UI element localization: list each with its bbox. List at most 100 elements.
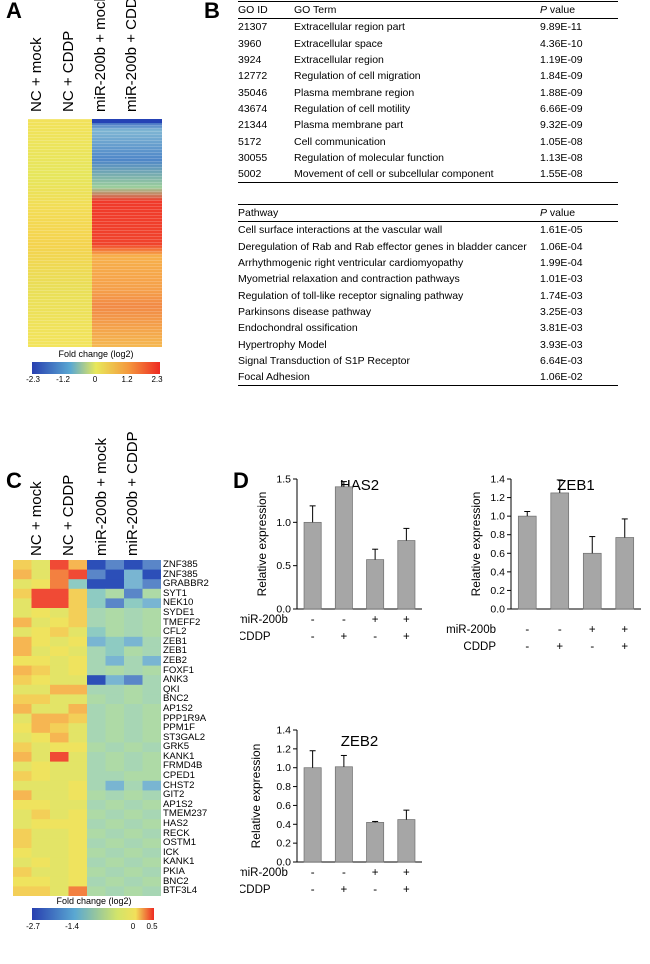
go-row: 5002 Movement of cell or subcellular comp… [238,165,618,184]
go-row: 21307 Extracellular region part 9.89E-11 [238,19,618,36]
gene-label: SYT1 [163,587,187,599]
pathway-table: Pathway P value Cell surface interaction… [238,203,618,387]
pathway-cell: Cell surface interactions at the vascula… [238,224,443,237]
go-cell: 1.84E-09 [540,70,583,83]
heatmap-c-tick: -1.4 [65,922,79,931]
go-header-term: GO Term [294,0,540,20]
go-cell: Extracellular space [294,37,383,50]
pathway-cell: Arrhythmogenic right ventricular cardiom… [238,257,464,270]
heatmap-cell [68,828,88,839]
heatmap-cell [124,713,143,724]
heatmap-cell [142,752,161,763]
heatmap-cell [124,828,143,839]
pathway-cell: 3.25E-03 [540,305,583,318]
heatmap-cell [68,598,88,609]
heatmap-cell [105,809,125,820]
heatmap-cell [31,732,51,743]
chart-y-tick-label: 0.8 [276,781,291,793]
heatmap-cell [105,752,125,763]
go-row: 3960 Extracellular space 4.36E-10 [238,36,618,52]
pathway-row: Endochondral ossification 3.81E-03 [238,320,618,336]
heatmap-cell [50,560,69,571]
heatmap-cell [13,761,32,772]
heatmap-cell [142,828,161,839]
heatmap-cell [50,867,69,878]
chart-treatment-label: CDDP [240,884,271,896]
heatmap-cell [50,742,69,753]
chart-bar [334,486,353,610]
chart-y-tick-label: 1.5 [276,474,291,486]
go-cell: Extracellular region part [294,21,405,34]
heatmap-a-tick: 1.2 [121,375,133,384]
go-cell: Plasma membrane part [294,119,404,132]
chart-treatment-sign: + [621,641,628,653]
heatmap-cell [50,684,69,695]
heatmap-cell [124,608,143,619]
heatmap-a-col-2: NC + CDDP [60,30,77,112]
heatmap-a-tick: -2.3 [26,375,40,384]
go-cell: 1.55E-08 [540,165,618,184]
heatmap-cell [124,732,143,743]
heatmap-cell [87,886,106,896]
heatmap-cell [13,684,32,695]
pathway-cell: 6.64E-03 [540,354,583,367]
gene-label: GRABBR2 [163,578,209,590]
heatmap-cell [68,723,88,734]
heatmap-a-legend-title: Fold change (log2) [58,349,134,359]
heatmap-cell [105,560,125,571]
gene-label: AP1S2 [163,702,193,714]
heatmap-cell [50,790,69,801]
heatmap-cell [142,560,161,571]
heatmap-cell [50,627,69,638]
heatmap-cell [142,886,161,896]
chart-treatment-sign: - [525,624,529,636]
go-table-header: GO ID GO Term P value [238,0,618,20]
chart-treatment-sign: - [311,631,315,643]
heatmap-cell [142,848,161,859]
heatmap-cell [124,848,143,859]
heatmap-cell [142,713,161,724]
heatmap-cell [13,742,32,753]
heatmap-cell [31,790,51,801]
heatmap-cell [87,665,106,676]
heatmap-cell [87,694,106,705]
heatmap-cell [50,828,69,839]
go-cell: Regulation of cell migration [294,70,421,83]
heatmap-cell [13,809,32,820]
chart-ylabel: Relative expression [249,744,263,849]
heatmap-cell [13,886,32,896]
heatmap-cell [13,665,32,676]
heatmap-cell [124,800,143,811]
gene-label: QKI [163,683,180,695]
heatmap-cell [105,627,125,638]
gene-label: ST3GAL2 [163,731,206,743]
heatmap-cell [87,579,106,590]
go-row: 21344 Plasma membrane part 9.32E-09 [238,117,618,133]
pathway-cell: 3.81E-03 [540,322,583,335]
gene-label: NEK10 [163,597,194,609]
heatmap-cell [50,579,69,590]
heatmap-cell [142,598,161,609]
pathway-cell: Regulation of toll-like receptor signali… [238,289,464,302]
heatmap-cell [31,742,51,753]
heatmap-cell [142,684,161,695]
chart-bar [550,492,570,610]
heatmap-cell [68,809,88,820]
heatmap-cell [105,848,125,859]
heatmap-cell [105,819,125,830]
panel-label-c: C [6,468,22,493]
heatmap-c-tick: -2.7 [26,922,40,931]
heatmap-cell [142,857,161,868]
pathway-row: Signal Transduction of S1P Receptor 6.64E… [238,353,618,369]
go-cell: 3960 [238,37,262,50]
pathway-cell: 1.06E-04 [540,240,583,253]
heatmap-cell [31,627,51,638]
heatmap-cell [142,579,161,590]
heatmap-cell [142,617,161,628]
chart-y-tick-label: 0.0 [276,604,291,616]
heatmap-cell [50,857,69,868]
heatmap-cell [142,809,161,820]
gene-label: CFL2 [163,626,187,638]
heatmap-cell [13,723,32,734]
heatmap-cell [124,675,143,686]
